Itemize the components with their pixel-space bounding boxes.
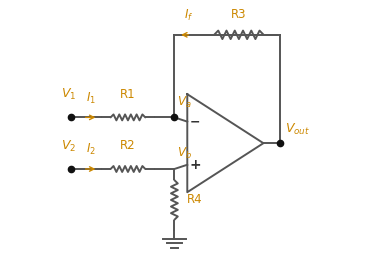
Text: R4: R4 <box>187 194 203 206</box>
Text: R3: R3 <box>231 8 247 21</box>
Text: $V_1$: $V_1$ <box>61 87 76 102</box>
Text: $V_{out}$: $V_{out}$ <box>285 122 311 136</box>
Text: $V_b$: $V_b$ <box>177 146 192 161</box>
Text: R2: R2 <box>120 139 136 152</box>
Text: R1: R1 <box>120 88 136 101</box>
Text: $V_a$: $V_a$ <box>177 94 192 110</box>
Text: $V_2$: $V_2$ <box>61 138 76 154</box>
Text: $I_1$: $I_1$ <box>86 91 96 106</box>
Text: +: + <box>189 158 201 172</box>
Text: $I_f$: $I_f$ <box>184 8 193 23</box>
Text: $I_2$: $I_2$ <box>86 142 96 157</box>
Text: −: − <box>190 115 200 128</box>
